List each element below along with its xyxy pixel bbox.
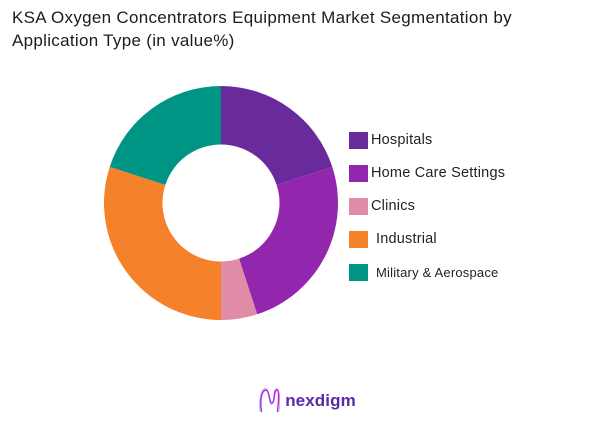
donut-segment-hospitals [221, 86, 333, 185]
legend-swatch [349, 131, 368, 149]
legend-label: Hospitals [371, 132, 433, 148]
donut-segment-industrial [104, 166, 221, 320]
donut-chart-svg [104, 86, 338, 320]
donut-segment-military-aerospace [109, 86, 221, 185]
nexdigm-logo-icon [259, 388, 281, 413]
legend-swatch [349, 230, 368, 248]
legend-label: Clinics [371, 198, 416, 214]
brand-logo: nexdigm [0, 387, 613, 414]
legend-item-home-care-settings: Home Care Settings [349, 163, 505, 183]
brand-name: nexdigm [285, 390, 356, 410]
legend-label: Industrial [376, 231, 437, 247]
legend-item-clinics: Clinics [349, 196, 505, 216]
legend-swatch [349, 263, 368, 281]
legend-swatch [349, 164, 368, 182]
donut-segment-home-care-settings [239, 166, 338, 315]
donut-segment-clinics [221, 258, 258, 320]
donut-chart [104, 86, 338, 320]
legend-swatch [349, 197, 368, 215]
legend-item-military-aerospace: Military & Aerospace [349, 262, 505, 282]
legend-label: Home Care Settings [371, 165, 506, 181]
legend-item-industrial: Industrial [349, 229, 505, 249]
legend-label: Military & Aerospace [376, 264, 499, 280]
legend-item-hospitals: Hospitals [349, 130, 505, 150]
chart-legend: Hospitals Home Care Settings Clinics Ind… [349, 130, 505, 295]
chart-title: KSA Oxygen Concentrators Equipment Marke… [12, 8, 512, 51]
